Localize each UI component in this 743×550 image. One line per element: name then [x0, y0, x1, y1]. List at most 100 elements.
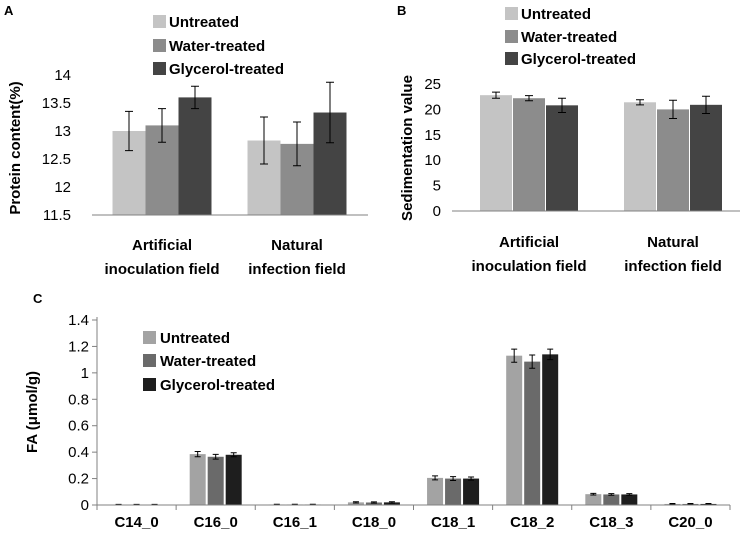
- legend-swatch-untreated: [505, 7, 518, 20]
- error-bar: [388, 501, 395, 504]
- x-category-label: inoculation field: [472, 258, 587, 275]
- bar-untreated-c16-0: [189, 454, 206, 505]
- bar-untreated-artificial-inoculation-field: [480, 95, 512, 211]
- bar-glycerol-treated-c18-0: [383, 502, 400, 505]
- legend-swatch-water-treated: [143, 354, 156, 367]
- panel-b-sedimentation-chart: B Sedimentation value 0 5 10 15 20 25 Artific…: [397, 3, 740, 275]
- legend-label-water-treated: Water-treated: [160, 353, 256, 370]
- y-tick-label: 14: [54, 67, 71, 84]
- error-bar: [450, 476, 457, 482]
- error-bar: [636, 99, 644, 106]
- panel-c-y-axis-label: FA (μmol/g): [24, 371, 41, 453]
- error-bar: [547, 348, 554, 361]
- error-bar: [432, 475, 439, 481]
- bar-water-treated-c16-0: [207, 456, 224, 505]
- y-tick-label: 13: [54, 123, 71, 140]
- legend-label-glycerol-treated: Glycerol-treated: [521, 51, 636, 68]
- y-tick-label: 1.2: [68, 338, 89, 355]
- bar-water-treated-artificial-inoculation-field: [513, 98, 545, 211]
- y-tick-label: 13.5: [42, 95, 71, 112]
- x-category-label: infection field: [248, 261, 346, 278]
- error-bar: [525, 95, 533, 102]
- y-tick-label: 1: [81, 365, 89, 382]
- error-bar: [212, 453, 219, 460]
- error-bar: [194, 450, 201, 458]
- y-tick-label: 5: [433, 178, 441, 195]
- error-bar: [492, 91, 500, 99]
- bar-water-treated-c18-2: [524, 361, 541, 505]
- legend-label-water-treated: Water-treated: [169, 38, 265, 55]
- bar-water-treated-natural-infection-field: [657, 109, 689, 211]
- legend-label-water-treated: Water-treated: [521, 29, 617, 46]
- error-bar: [511, 348, 518, 363]
- y-tick-label: 0.2: [68, 471, 89, 488]
- bar-water-treated-c18-0: [365, 502, 382, 505]
- x-category-label: infection field: [624, 258, 722, 275]
- legend-swatch-water-treated: [153, 39, 166, 52]
- legend-swatch-water-treated: [505, 30, 518, 43]
- error-bar: [370, 501, 377, 504]
- panel-a-protein-chart: A Protein content(%) 11.51212.51313.514 …: [4, 3, 368, 278]
- error-bar: [529, 354, 536, 369]
- x-category-label: C18_1: [431, 514, 475, 531]
- bar-untreated-c18-0: [347, 502, 364, 505]
- error-bar: [702, 95, 710, 114]
- legend-swatch-untreated: [153, 15, 166, 28]
- x-category-label: C18_3: [589, 514, 633, 531]
- x-category-label: C14_0: [114, 514, 158, 531]
- error-bar: [158, 108, 166, 143]
- error-bar: [468, 476, 475, 481]
- y-tick-label: 1.4: [68, 312, 89, 329]
- error-bar: [230, 452, 237, 458]
- bar-glycerol-treated-natural-infection-field: [690, 104, 722, 211]
- error-bar: [705, 503, 712, 505]
- bar-untreated-natural-infection-field: [624, 102, 656, 211]
- bar-water-treated-c18-3: [603, 494, 620, 505]
- bar-glycerol-treated-c18-2: [542, 354, 559, 505]
- x-category-label: Natural: [271, 237, 323, 254]
- legend-swatch-glycerol-treated: [505, 52, 518, 65]
- y-tick-label: 0.8: [68, 391, 89, 408]
- y-tick-label: 0: [81, 497, 89, 514]
- y-tick-label: 0: [433, 203, 441, 220]
- panel-a-label: A: [4, 3, 14, 18]
- y-tick-label: 11.5: [43, 207, 71, 224]
- bar-untreated-c18-1: [427, 477, 444, 505]
- y-tick-label: 12: [54, 179, 71, 196]
- error-bar: [191, 85, 199, 110]
- panel-a-y-axis-label: Protein content(%): [7, 81, 24, 214]
- panel-c-fatty-acid-chart: C FA (μmol/g) 0 0.2 0.4 0.6 0.8 1 1.2 1.4 C14_0…: [24, 291, 731, 531]
- x-category-label: C16_0: [194, 514, 238, 531]
- x-category-label: C18_0: [352, 514, 396, 531]
- bar-water-treated-c18-1: [445, 478, 462, 505]
- bar-glycerol-treated-c18-3: [621, 494, 638, 505]
- legend-swatch-untreated: [143, 331, 156, 344]
- error-bar: [326, 81, 334, 144]
- y-tick-label: 0.4: [68, 444, 89, 461]
- y-tick-label: 20: [424, 101, 441, 118]
- y-tick-label: 25: [424, 76, 441, 93]
- legend-label-untreated: Untreated: [521, 6, 591, 23]
- bar-untreated-c18-3: [585, 494, 602, 505]
- error-bar: [590, 492, 597, 496]
- panel-b-y-axis-label: Sedimentation value: [399, 75, 416, 221]
- error-bar: [293, 121, 301, 167]
- y-tick-label: 12.5: [42, 151, 71, 168]
- y-tick-label: 10: [424, 152, 441, 169]
- error-bar: [669, 503, 676, 505]
- error-bar: [260, 116, 268, 165]
- legend-swatch-glycerol-treated: [153, 62, 166, 75]
- bar-glycerol-treated-c18-1: [463, 478, 480, 505]
- error-bar: [352, 501, 359, 504]
- x-category-label: C20_0: [668, 514, 712, 531]
- error-bar: [125, 110, 133, 152]
- bar-glycerol-treated-artificial-inoculation-field: [546, 105, 578, 211]
- bar-untreated-c18-2: [506, 355, 523, 505]
- x-category-label: Natural: [647, 234, 699, 251]
- error-bar: [608, 493, 615, 496]
- error-bar: [626, 493, 633, 496]
- y-tick-label: 0.6: [68, 418, 89, 435]
- bar-glycerol-treated-artificial-inoculation-field: [178, 97, 212, 215]
- legend-label-glycerol-treated: Glycerol-treated: [160, 377, 275, 394]
- bar-glycerol-treated-c16-0: [225, 454, 242, 505]
